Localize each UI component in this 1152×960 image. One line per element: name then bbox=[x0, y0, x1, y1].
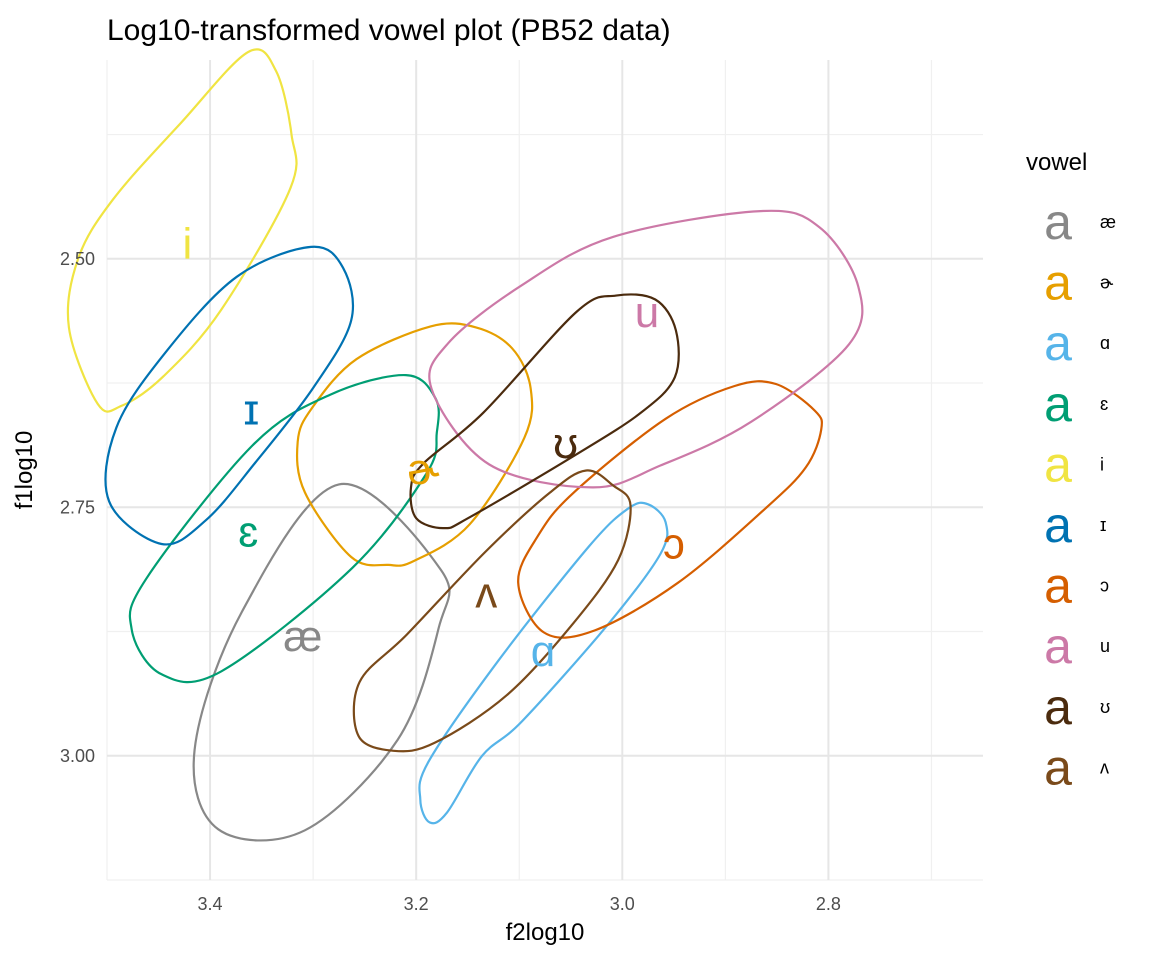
vowel-label-ɚ: ɚ bbox=[407, 445, 440, 494]
ellipse-ɔ bbox=[517, 380, 824, 639]
legend-key: a bbox=[1044, 558, 1072, 614]
plot-area: æ ɚ ɑ ɛ i ɪ ɔ u ʊ ʌ bbox=[66, 48, 983, 881]
vowel-label-ɛ: ɛ bbox=[238, 508, 258, 557]
y-axis-ticks: 2.50 2.75 3.00 bbox=[60, 249, 95, 766]
legend-key: a bbox=[1044, 436, 1072, 492]
vowel-label-ɪ: ɪ bbox=[243, 385, 259, 434]
ellipse-i bbox=[66, 48, 298, 413]
vowel-label-ʌ: ʌ bbox=[475, 568, 497, 617]
legend-key: a bbox=[1044, 315, 1072, 371]
ellipses bbox=[66, 48, 864, 842]
legend-label: æ bbox=[1100, 212, 1116, 232]
x-tick-label: 3.0 bbox=[610, 894, 635, 914]
chart-title: Log10-transformed vowel plot (PB52 data) bbox=[107, 14, 671, 47]
vowel-label-ɑ: ɑ bbox=[531, 627, 555, 676]
vowel-label-i: i bbox=[182, 219, 192, 268]
major-grid bbox=[107, 60, 983, 880]
legend-label: ʌ bbox=[1100, 757, 1109, 777]
ellipse-ɑ bbox=[418, 501, 669, 825]
x-tick-label: 2.8 bbox=[816, 894, 841, 914]
y-axis-title: f1log10 bbox=[11, 431, 38, 510]
legend-label: ɑ bbox=[1100, 333, 1110, 353]
legend-key: a bbox=[1044, 618, 1072, 674]
x-tick-label: 3.2 bbox=[404, 894, 429, 914]
vowel-label-ʊ: ʊ bbox=[553, 419, 578, 468]
legend-label: ɛ bbox=[1100, 394, 1108, 414]
legend-key: a bbox=[1044, 679, 1072, 735]
legend-label: ɚ bbox=[1100, 273, 1114, 293]
x-tick-label: 3.4 bbox=[198, 894, 223, 914]
x-axis-ticks: 3.4 3.2 3.0 2.8 bbox=[198, 894, 841, 914]
ellipse-ʊ bbox=[409, 293, 680, 530]
vowel-label-ɔ: ɔ bbox=[663, 520, 685, 569]
y-tick-label: 2.75 bbox=[60, 497, 95, 517]
legend-key: a bbox=[1044, 194, 1072, 250]
ellipse-ɛ bbox=[128, 373, 440, 684]
legend-key: a bbox=[1044, 497, 1072, 553]
legend-key: a bbox=[1044, 376, 1072, 432]
y-tick-label: 3.00 bbox=[60, 746, 95, 766]
vowel-labels: æ ɚ ɑ ɛ i ɪ ɔ u ʊ ʌ bbox=[182, 219, 684, 676]
vowel-label-æ: æ bbox=[283, 612, 322, 661]
legend-key: a bbox=[1044, 255, 1072, 311]
legend-label: ɔ bbox=[1100, 576, 1109, 596]
ellipse-ʌ bbox=[352, 469, 632, 753]
legend-title: vowel bbox=[1026, 149, 1087, 176]
legend: vowel a æa ɚa ɑa ɛa ia ɪa ɔa ua ʊa ʌ bbox=[1026, 149, 1116, 795]
ellipse-ɪ bbox=[104, 245, 355, 546]
vowel-label-u: u bbox=[635, 288, 659, 337]
legend-label: ɪ bbox=[1100, 515, 1106, 535]
legend-key: a bbox=[1044, 739, 1072, 795]
x-axis-title: f2log10 bbox=[506, 919, 585, 946]
ellipse-æ bbox=[192, 482, 451, 842]
legend-items: a æa ɚa ɑa ɛa ia ɪa ɔa ua ʊa ʌ bbox=[1044, 194, 1116, 795]
ellipse-u bbox=[428, 209, 864, 489]
minor-grid bbox=[106, 60, 983, 881]
legend-label: ʊ bbox=[1100, 697, 1110, 717]
ellipse-ɚ bbox=[295, 322, 534, 567]
legend-label: i bbox=[1100, 454, 1104, 474]
y-tick-label: 2.50 bbox=[60, 249, 95, 269]
legend-label: u bbox=[1100, 636, 1110, 656]
